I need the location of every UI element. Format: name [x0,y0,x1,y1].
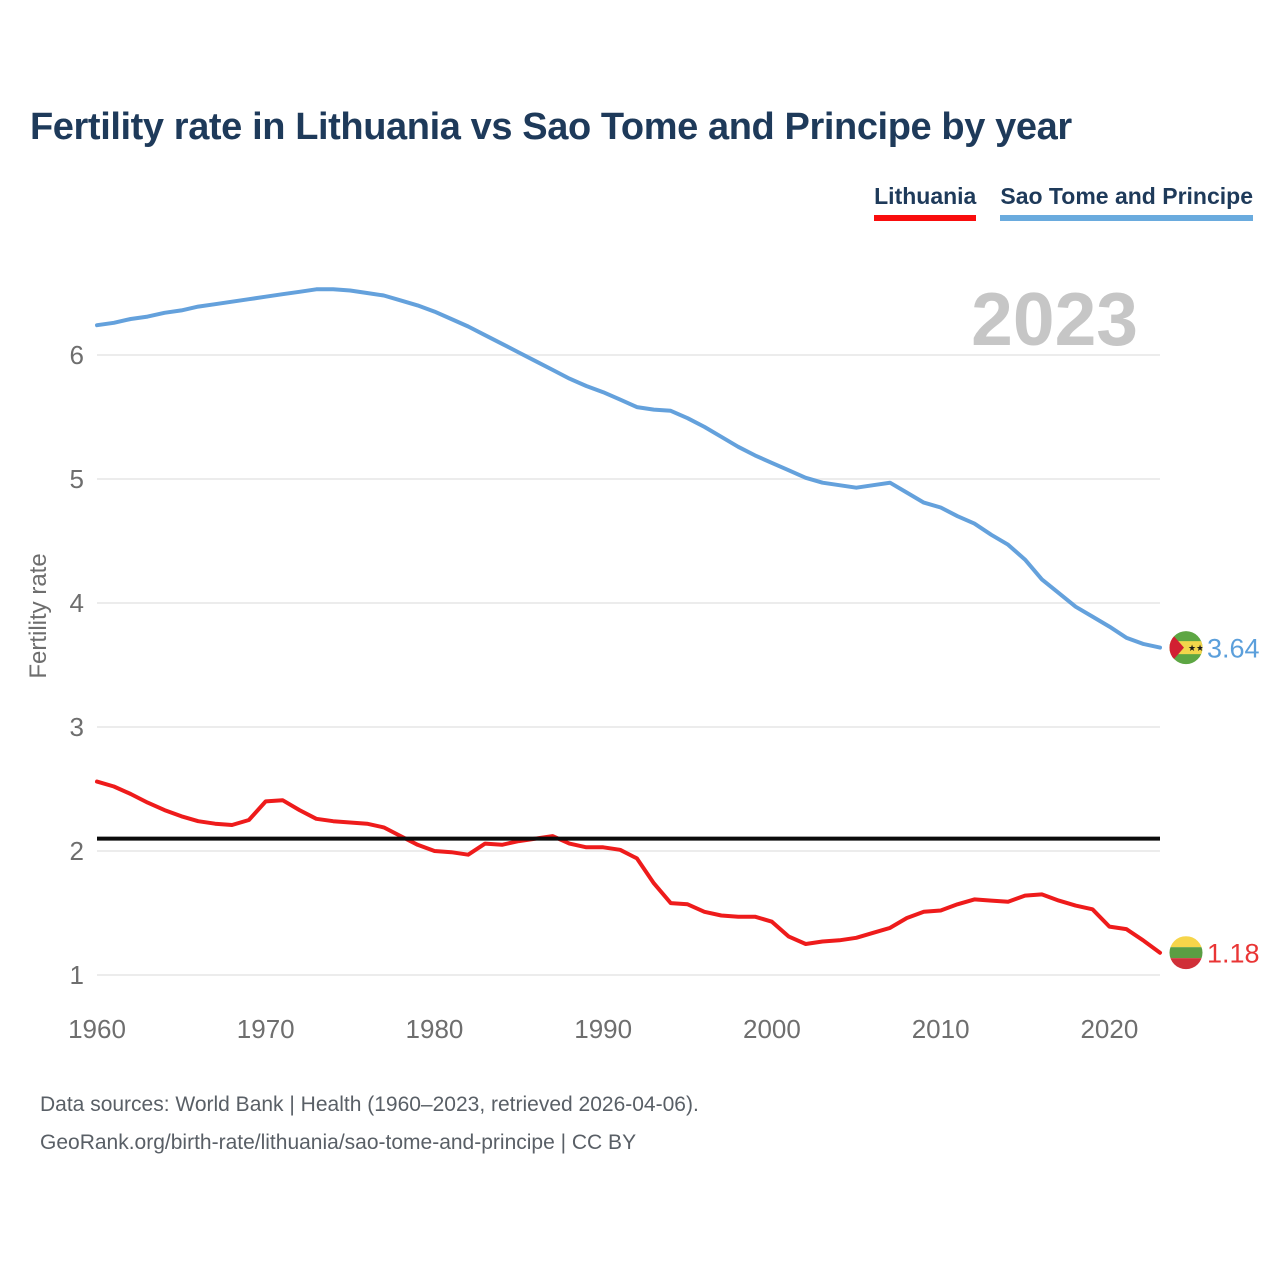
attribution-line: GeoRank.org/birth-rate/lithuania/sao-tom… [40,1130,637,1154]
line-lithuania [95,779,1162,955]
lithuania-flag-icon [1169,936,1203,970]
legend-item-lithuania[interactable]: Lithuania [874,183,977,221]
year-watermark: 2023 [971,277,1138,361]
footer: Data sources: World Bank | Health (1960–… [40,1086,699,1162]
y-tick-label: 5 [70,464,84,494]
data-sources-line: Data sources: World Bank | Health (1960–… [40,1093,699,1116]
svg-text:★: ★ [1196,643,1204,653]
y-axis-tick-labels: 1 2 3 4 5 6 [70,340,84,990]
legend-item-sao-tome-and-principe[interactable]: Sao Tome and Principe [1000,183,1253,221]
sao-tome-and-principe-flag-icon: ★ ★ [1169,631,1204,665]
x-tick-label: 1960 [68,1014,126,1044]
x-tick-label: 2010 [912,1014,970,1044]
x-tick-label: 1990 [574,1014,632,1044]
lithuania-end-value-label: 1.18 [1207,939,1260,969]
x-tick-label: 2000 [743,1014,801,1044]
chart-title: Fertility rate in Lithuania vs Sao Tome … [30,106,1072,148]
line-sao-tome-and-principe [95,287,1162,650]
legend: Lithuania Sao Tome and Principe [874,183,1253,221]
y-tick-label: 1 [70,960,84,990]
y-tick-label: 6 [70,340,84,370]
sao-tome-end-value-label: 3.64 [1207,634,1260,664]
y-gridlines [97,354,1160,976]
x-tick-label: 1980 [406,1014,464,1044]
y-axis-title: Fertility rate [25,553,52,678]
y-tick-label: 3 [70,712,84,742]
y-tick-label: 4 [70,588,84,618]
x-tick-label: 1970 [237,1014,295,1044]
x-axis-tick-labels: 1960 1970 1980 1990 2000 2010 2020 [68,1014,1138,1044]
y-tick-label: 2 [70,836,84,866]
svg-text:★: ★ [1188,643,1196,653]
x-tick-label: 2020 [1080,1014,1138,1044]
